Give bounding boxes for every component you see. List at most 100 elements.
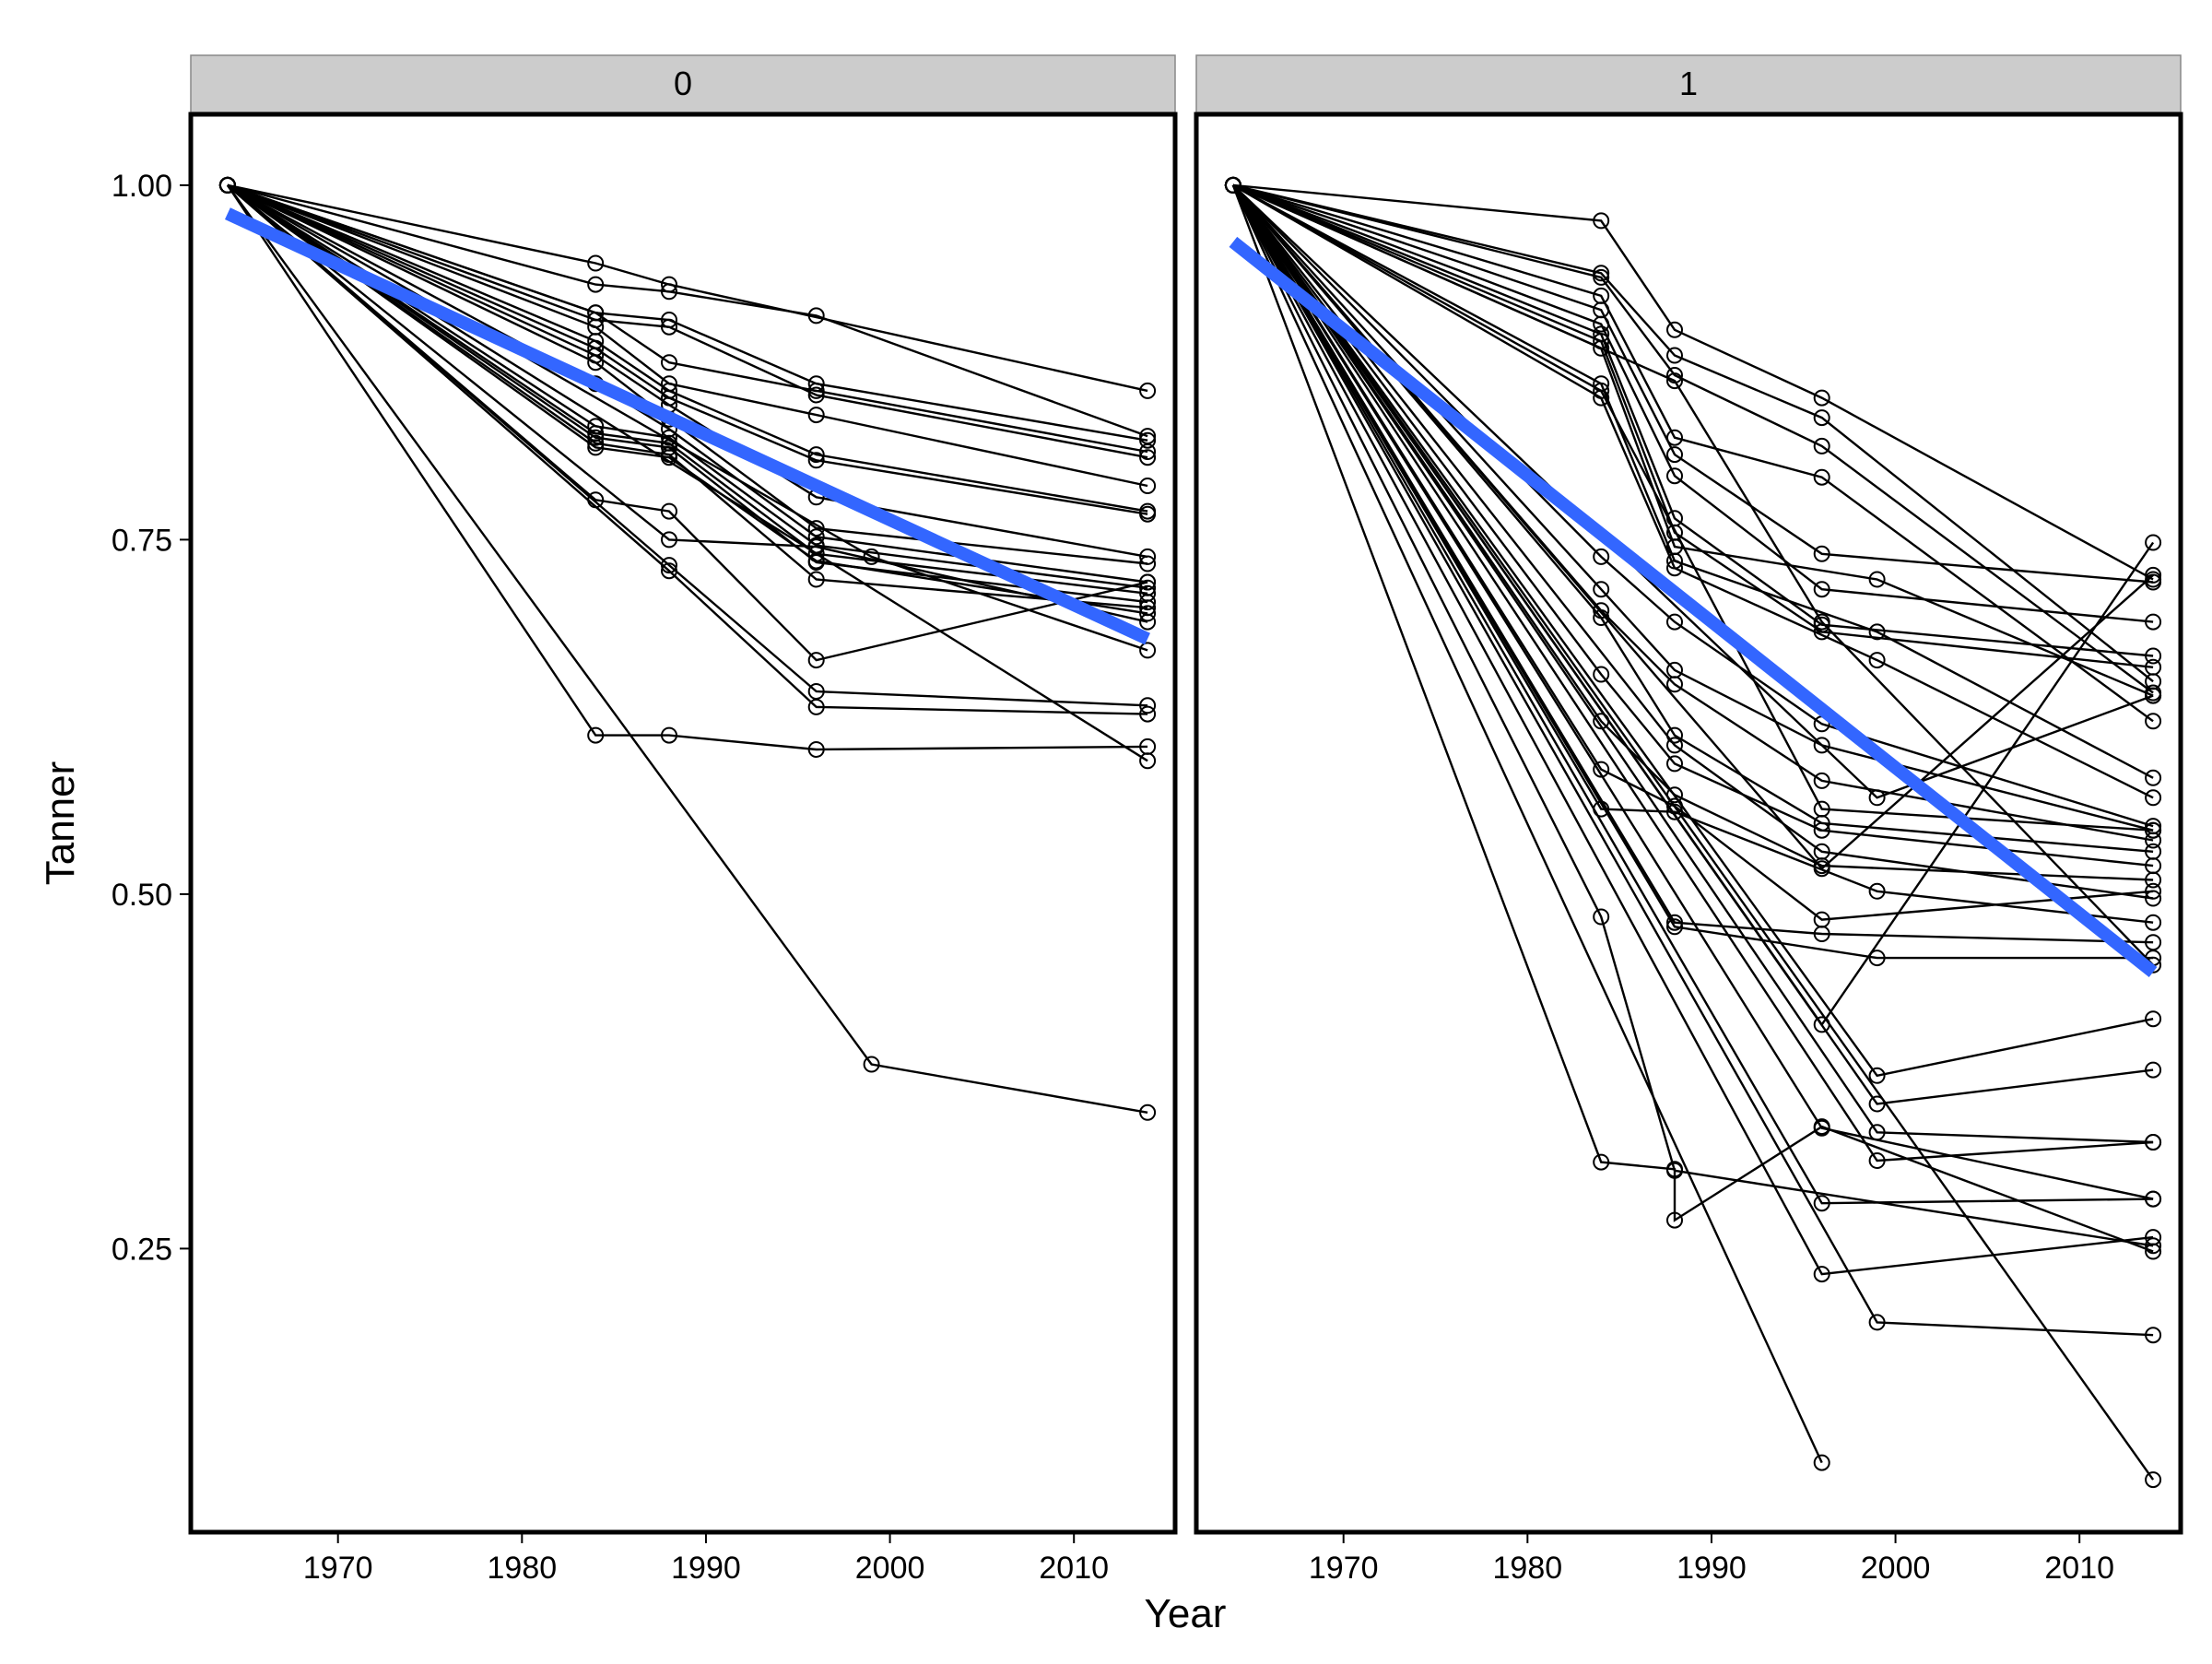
data-point xyxy=(1666,467,1683,485)
data-point xyxy=(1666,347,1683,364)
data-point xyxy=(661,531,677,549)
data-point xyxy=(587,312,605,328)
series-line xyxy=(1232,183,2154,657)
data-point xyxy=(2145,1010,2162,1028)
data-point xyxy=(661,283,677,301)
series-line xyxy=(227,183,1148,393)
data-point xyxy=(661,354,677,372)
data-point xyxy=(1139,613,1157,631)
data-point xyxy=(2145,821,2162,839)
data-point xyxy=(1813,1195,1830,1212)
data-point xyxy=(1139,548,1157,565)
data-point xyxy=(2145,882,2162,900)
data-point xyxy=(1593,382,1610,399)
plot-area xyxy=(1224,176,2162,1489)
y-tick-label: 0.25 xyxy=(112,1232,172,1267)
data-point xyxy=(587,254,605,272)
data-point xyxy=(807,571,825,588)
data-point xyxy=(1868,1095,1886,1113)
data-point xyxy=(587,354,605,372)
data-point xyxy=(1813,437,1830,454)
data-point xyxy=(1593,666,1610,683)
data-point xyxy=(807,652,825,669)
data-point xyxy=(1666,372,1683,390)
x-tick-label: 2010 xyxy=(1039,1551,1109,1586)
series-line xyxy=(227,183,1148,595)
data-point xyxy=(807,446,825,464)
data-point xyxy=(1139,505,1157,523)
data-point xyxy=(1593,581,1610,598)
y-axis-title: Tanner xyxy=(38,761,83,886)
data-point xyxy=(661,557,677,574)
series-line xyxy=(1232,184,2154,799)
data-point xyxy=(587,491,605,509)
data-point xyxy=(1813,772,1830,789)
data-point xyxy=(1139,705,1157,723)
data-point xyxy=(1593,265,1610,282)
data-point xyxy=(1224,176,1241,194)
data-point xyxy=(2145,769,2162,786)
data-point xyxy=(1813,1454,1830,1471)
series-line xyxy=(1231,184,2154,853)
data-point xyxy=(587,418,605,435)
series-line xyxy=(1232,183,2154,623)
data-point xyxy=(2145,534,2162,551)
data-point xyxy=(1813,1266,1830,1283)
series-line xyxy=(1232,183,2154,694)
data-point xyxy=(661,312,677,328)
y-tick-label: 0.50 xyxy=(112,878,172,913)
series-line xyxy=(1231,184,2154,900)
data-point xyxy=(1813,800,1830,818)
series-line xyxy=(1231,184,1823,1464)
data-point xyxy=(587,726,605,744)
series-line xyxy=(1232,183,2154,723)
y-tick-label: 1.00 xyxy=(112,169,172,204)
data-point xyxy=(1139,382,1157,399)
data-point xyxy=(1813,623,1830,641)
data-point xyxy=(1593,212,1610,230)
data-point xyxy=(218,176,236,194)
data-point xyxy=(661,318,677,336)
data-point xyxy=(587,429,605,446)
data-point xyxy=(1813,821,1830,839)
data-point xyxy=(1666,321,1683,338)
data-point xyxy=(1593,333,1610,350)
data-point xyxy=(2145,713,2162,730)
x-tick-label: 2010 xyxy=(2044,1551,2114,1586)
data-point xyxy=(807,382,825,399)
data-point xyxy=(1666,552,1683,570)
facet-strip-label: 0 xyxy=(674,65,692,102)
series-line xyxy=(1231,184,2154,1144)
data-point xyxy=(2145,1237,2162,1255)
data-point xyxy=(1139,605,1157,622)
data-point xyxy=(1666,429,1683,446)
data-point xyxy=(1593,315,1610,333)
data-point xyxy=(1666,676,1683,693)
series-line xyxy=(1232,183,2154,581)
data-point xyxy=(1868,1152,1886,1169)
facet-strip xyxy=(190,54,1176,113)
x-tick-label: 1970 xyxy=(1309,1551,1379,1586)
data-point xyxy=(1139,443,1157,460)
data-point xyxy=(1813,468,1830,486)
data-point xyxy=(1666,1161,1683,1178)
series-line xyxy=(1231,184,2154,1162)
series-line xyxy=(1232,183,2154,779)
data-point xyxy=(1593,339,1610,357)
panel-border xyxy=(188,112,1178,1535)
data-point xyxy=(1868,950,1886,967)
data-point xyxy=(2145,871,2162,889)
data-point xyxy=(1139,573,1157,591)
data-point xyxy=(2145,789,2162,807)
data-point xyxy=(1139,752,1157,770)
series-line xyxy=(1232,183,2154,966)
series-line xyxy=(1231,184,2154,867)
data-point xyxy=(807,375,825,393)
data-point xyxy=(2145,1327,2162,1344)
series-line xyxy=(1232,183,2154,683)
panel-0: 0 1970 1980 1990 2000 2010 0.25 0.50 0.75 1.00 xyxy=(112,54,1178,1586)
series-line xyxy=(227,183,1148,589)
data-point xyxy=(1666,726,1683,744)
series-line xyxy=(227,183,1148,715)
